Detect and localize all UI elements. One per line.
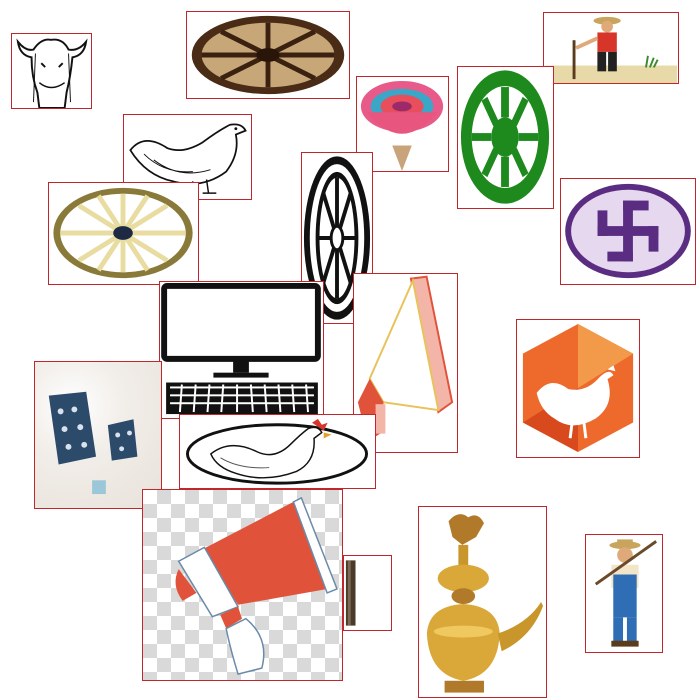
cloth-bags-symbol — [34, 361, 162, 509]
brass-pot-symbol — [418, 506, 547, 698]
farmer-hoe-symbol — [543, 12, 679, 84]
farmer-overalls-icon — [594, 539, 657, 647]
cloth-bags-icon — [48, 391, 138, 495]
woven-basket-icon — [360, 80, 444, 171]
hen-sketch-symbol — [123, 114, 252, 200]
rooster-oval-icon — [186, 418, 369, 485]
cow-head-icon — [16, 38, 88, 108]
swastika-emblem-icon — [565, 183, 691, 279]
megaphone-large-symbol — [142, 489, 343, 681]
cart-wheel-brown-icon — [191, 15, 345, 95]
cow-head-symbol — [11, 33, 92, 109]
green-wheel-symbol — [457, 66, 554, 209]
hen-hexagon-symbol — [516, 319, 640, 458]
fragment-icon — [345, 560, 356, 626]
hen-hexagon-icon — [522, 324, 634, 452]
rooster-oval-symbol — [179, 414, 376, 489]
wooden-wheel-symbol — [48, 182, 199, 285]
fragment-symbol — [343, 555, 392, 631]
swastika-emblem-symbol — [560, 178, 696, 285]
computer-symbol — [159, 281, 324, 419]
cart-wheel-brown-symbol — [186, 11, 350, 99]
farmer-with-hoe-icon — [544, 16, 678, 83]
black-wheel-icon — [303, 156, 371, 320]
green-wheel-icon — [460, 70, 550, 204]
brass-pot-rooster-icon — [426, 514, 544, 693]
megaphone-large-icon — [175, 496, 338, 675]
wooden-wheel-icon — [53, 187, 193, 279]
farmer-overalls-symbol — [585, 534, 663, 653]
computer-icon — [161, 282, 321, 415]
